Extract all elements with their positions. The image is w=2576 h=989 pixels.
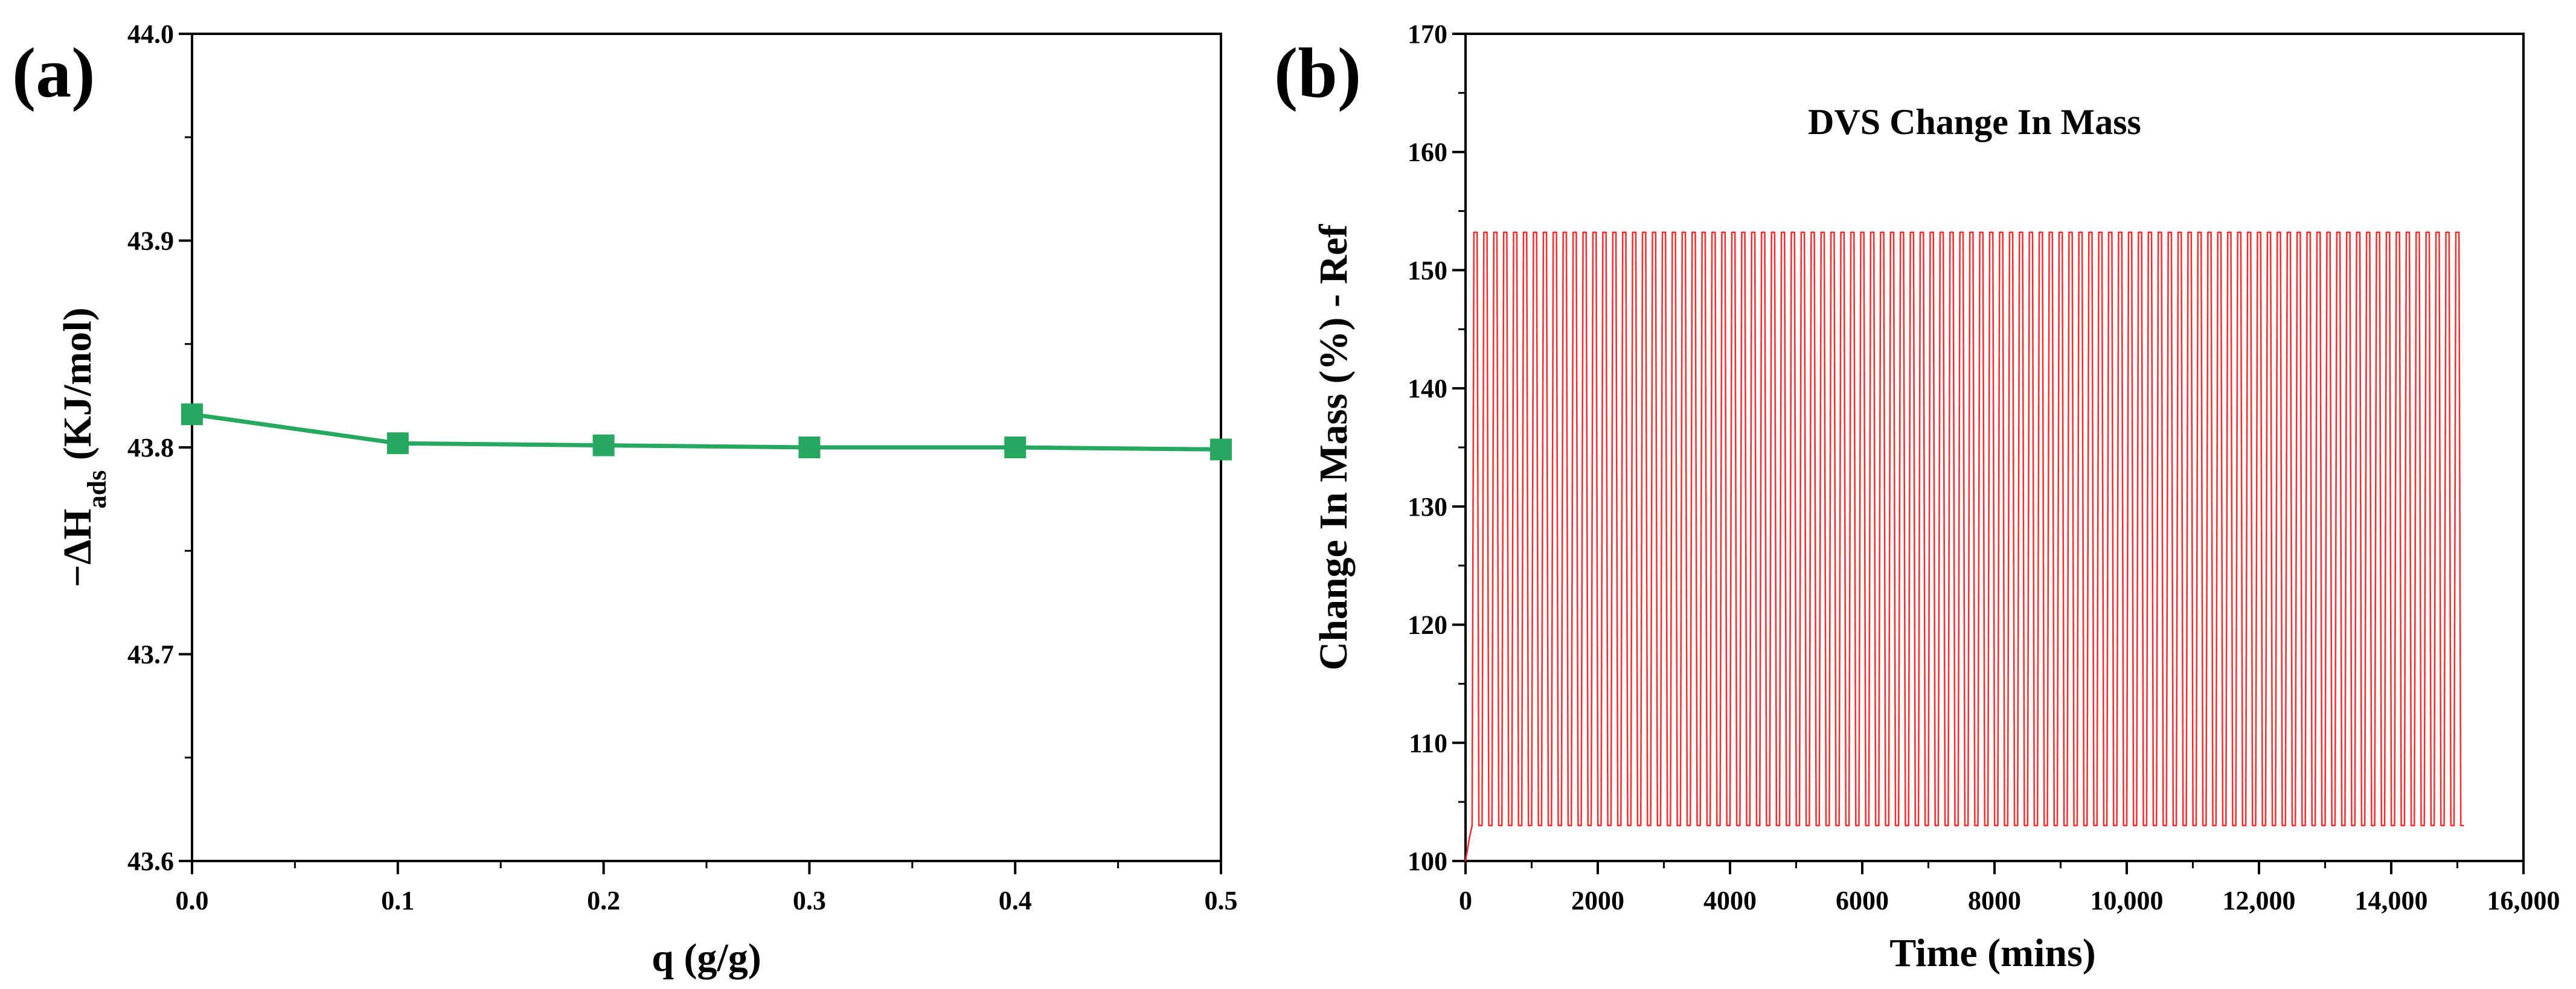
chart-a: 43.643.743.843.944.0 0.0 0.1 0.2 0.3 0.4 0.5 … — [56, 19, 1238, 980]
chart-a-y-tick-label: 43.9 — [127, 226, 174, 256]
chart-a-data-point — [386, 432, 409, 455]
chart-b-x-tick-label: 12,000 — [2223, 886, 2296, 915]
chart-a-y-tick-label: 44.0 — [127, 19, 174, 49]
chart-a-y-tick-label: 43.7 — [127, 640, 174, 670]
chart-a-x-axis-label: q (g/g) — [652, 936, 761, 980]
chart-b-y-tick-label: 120 — [1408, 610, 1447, 640]
chart-b-y-tick-label: 100 — [1408, 847, 1447, 876]
chart-b-x-tick-label: 4000 — [1703, 886, 1757, 915]
chart-b-x-tick-label: 16,000 — [2487, 886, 2560, 915]
chart-b-x-ticks: 0 2000 4000 6000 8000 10,000 12,000 14,000 16,00… — [1459, 861, 2560, 915]
chart-a-data-point — [181, 403, 203, 426]
chart-a-y-ticks: 43.6 43.7 43.8 43.9 44.0 — [127, 19, 192, 876]
chart-a-data-point — [1210, 438, 1232, 461]
chart-b-x-tick-label: 6000 — [1836, 886, 1889, 915]
chart-b-y-tick-label: 170 — [1408, 19, 1447, 49]
chart-a-y-label-tail: (KJ/mol) — [56, 307, 100, 470]
panel-label-a: (a) — [12, 33, 95, 112]
chart-a-x-tick-label: 0.2 — [587, 886, 620, 915]
chart-a-y-tick-label: 43.6 — [127, 847, 174, 876]
chart-a-y-axis-label: −ΔHads (KJ/mol) — [56, 307, 112, 587]
chart-a-y-tick-label: 43.8 — [127, 433, 174, 462]
chart-a-x-ticks: 0.0 0.1 0.2 0.3 0.4 0.5 — [176, 861, 1238, 915]
chart-b-y-tick-label: 140 — [1408, 374, 1447, 403]
chart-a-series-line — [191, 412, 1222, 452]
chart-b-x-tick-label: 14,000 — [2355, 886, 2428, 915]
chart-b-series-line — [1464, 231, 2464, 862]
chart-b-x-tick-label: 8000 — [1968, 886, 2021, 915]
chart-a-data-point — [1004, 437, 1027, 458]
chart-b-title: DVS Change In Mass — [1808, 102, 2141, 142]
chart-b-y-ticks: 100 110 120 130 140 150 160 170 — [1408, 19, 1466, 876]
chart-a-y-label-sub: ads — [82, 470, 112, 509]
chart-a-x-tick-label: 0.1 — [381, 886, 414, 915]
panel-label-b: (b) — [1274, 33, 1361, 112]
chart-b-x-tick-label: 2000 — [1571, 886, 1624, 915]
chart-b-series — [1464, 231, 2464, 862]
chart-b-y-axis-label: Change In Mass (%) - Ref — [1312, 224, 1356, 671]
chart-b-y-tick-label: 130 — [1408, 492, 1447, 522]
chart-b: 100 110 120 130 140 150 160 170 0 2000 4000 6000 80… — [1312, 19, 2560, 975]
chart-a-x-tick-label: 0.5 — [1205, 886, 1238, 915]
chart-b-x-axis-label: Time (mins) — [1889, 931, 2096, 975]
chart-a-series — [181, 403, 1232, 461]
chart-b-x-tick-label: 10,000 — [2091, 886, 2164, 915]
chart-a-data-point — [798, 437, 821, 458]
chart-b-y-tick-label: 150 — [1408, 255, 1447, 285]
chart-a-data-point — [592, 434, 615, 456]
chart-a-x-tick-label: 0.0 — [176, 886, 209, 915]
chart-b-y-tick-label: 110 — [1409, 728, 1447, 758]
chart-a-x-tick-label: 0.4 — [999, 886, 1032, 915]
chart-b-x-tick-label: 0 — [1459, 886, 1472, 915]
chart-b-y-tick-label: 160 — [1408, 138, 1447, 167]
chart-a-y-label-main: −ΔH — [56, 508, 100, 587]
chart-a-x-tick-label: 0.3 — [793, 886, 826, 915]
